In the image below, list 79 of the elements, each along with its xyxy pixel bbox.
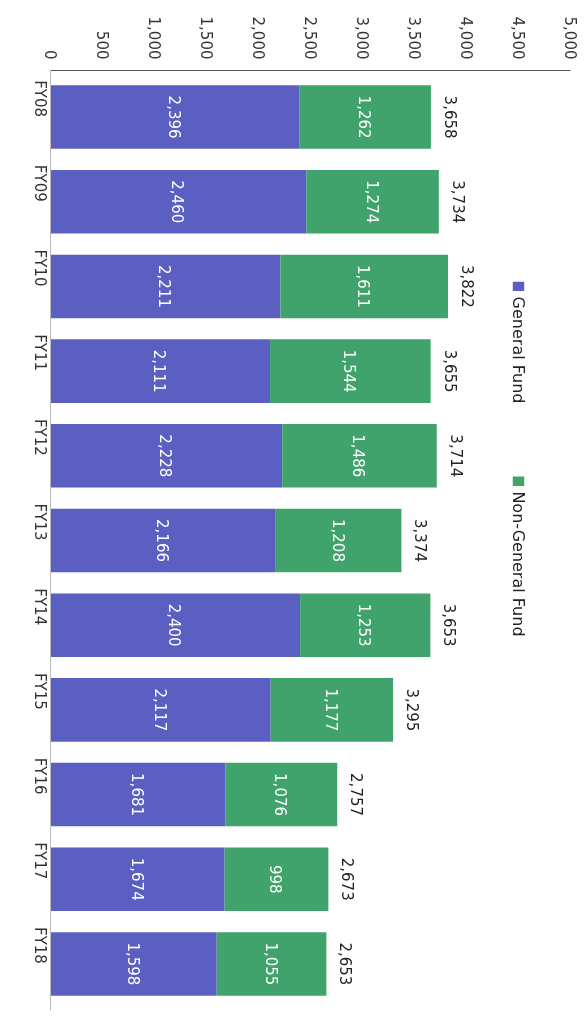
x-tick-label: 3,500 xyxy=(404,16,423,60)
bar xyxy=(50,847,225,911)
total-label: 3,734 xyxy=(448,180,467,224)
y-tick-label: FY13 xyxy=(30,503,49,541)
bar xyxy=(306,170,439,234)
bar xyxy=(224,847,329,911)
total-label: 3,658 xyxy=(440,95,459,139)
y-tick-label: FY16 xyxy=(30,757,49,795)
y-tick-label: FY17 xyxy=(30,842,49,880)
bar xyxy=(225,762,338,827)
bar xyxy=(270,678,394,742)
data-label: 1,681 xyxy=(127,773,146,817)
x-tick-label: 4,000 xyxy=(456,16,475,60)
total-label: 2,673 xyxy=(338,857,357,901)
bar xyxy=(50,593,301,657)
total-label: 3,714 xyxy=(446,434,465,478)
bar xyxy=(275,508,402,573)
x-tick-label: 1,000 xyxy=(144,16,163,60)
data-label: 1,674 xyxy=(127,857,146,901)
data-label: 1,055 xyxy=(261,942,280,986)
y-tick-label: FY12 xyxy=(30,418,49,456)
bar xyxy=(50,762,226,827)
data-label: 1,274 xyxy=(362,180,381,224)
y-tick-label: FY08 xyxy=(30,80,49,118)
y-tick-label: FY14 xyxy=(30,588,49,626)
legend-label: General Fund xyxy=(509,296,528,404)
data-label: 1,177 xyxy=(321,688,340,732)
data-label: 1,611 xyxy=(354,264,373,308)
bar xyxy=(300,593,431,657)
data-label: 2,111 xyxy=(150,349,169,393)
bar xyxy=(50,678,271,742)
data-label: 2,117 xyxy=(150,688,169,732)
bar xyxy=(280,254,448,319)
x-tick-label: 5,000 xyxy=(560,16,579,60)
bar xyxy=(50,508,276,573)
total-label: 3,295 xyxy=(403,688,422,732)
data-label: 2,228 xyxy=(156,434,175,478)
data-label: 1,544 xyxy=(340,349,359,393)
x-tick-label: 4,500 xyxy=(508,16,527,60)
total-label: 3,374 xyxy=(411,519,430,562)
total-label: 3,655 xyxy=(440,349,459,393)
legend-label: Non-General Fund xyxy=(509,491,528,637)
y-tick-label: FY18 xyxy=(30,927,49,964)
y-tick-label: FY09 xyxy=(30,164,49,202)
data-label: 2,396 xyxy=(165,95,184,139)
bar xyxy=(50,254,281,319)
total-label: 3,653 xyxy=(440,603,459,647)
data-label: 1,598 xyxy=(123,942,142,986)
data-label: 2,211 xyxy=(155,264,174,308)
x-tick-label: 0 xyxy=(40,49,59,60)
y-tick-label: FY10 xyxy=(30,249,49,287)
bar xyxy=(50,170,307,234)
x-tick-label: 1,500 xyxy=(196,16,215,60)
x-tick-label: 2,000 xyxy=(248,16,267,60)
x-tick-label: 500 xyxy=(92,30,111,60)
x-tick-label: 2,500 xyxy=(300,16,319,60)
bar xyxy=(216,932,327,996)
y-tick-label: FY11 xyxy=(30,334,49,372)
total-label: 3,822 xyxy=(457,264,476,308)
data-label: 1,208 xyxy=(328,519,347,562)
data-label: 2,400 xyxy=(165,603,184,647)
total-label: 2,653 xyxy=(336,942,355,986)
data-label: 998 xyxy=(266,864,285,894)
data-label: 1,076 xyxy=(271,773,290,817)
bar xyxy=(50,424,283,488)
bar xyxy=(299,85,431,149)
data-label: 1,486 xyxy=(349,434,368,478)
y-tick-label: FY15 xyxy=(30,672,49,710)
data-label: 1,253 xyxy=(355,603,374,647)
data-label: 2,166 xyxy=(153,519,172,562)
data-label: 1,262 xyxy=(355,95,374,139)
bar xyxy=(50,85,300,149)
bar xyxy=(50,339,271,403)
bar xyxy=(270,339,431,403)
data-label: 2,460 xyxy=(168,180,187,224)
bar xyxy=(282,424,437,488)
total-label: 2,757 xyxy=(347,773,366,817)
bar xyxy=(50,932,217,996)
x-tick-label: 3,000 xyxy=(352,16,371,60)
